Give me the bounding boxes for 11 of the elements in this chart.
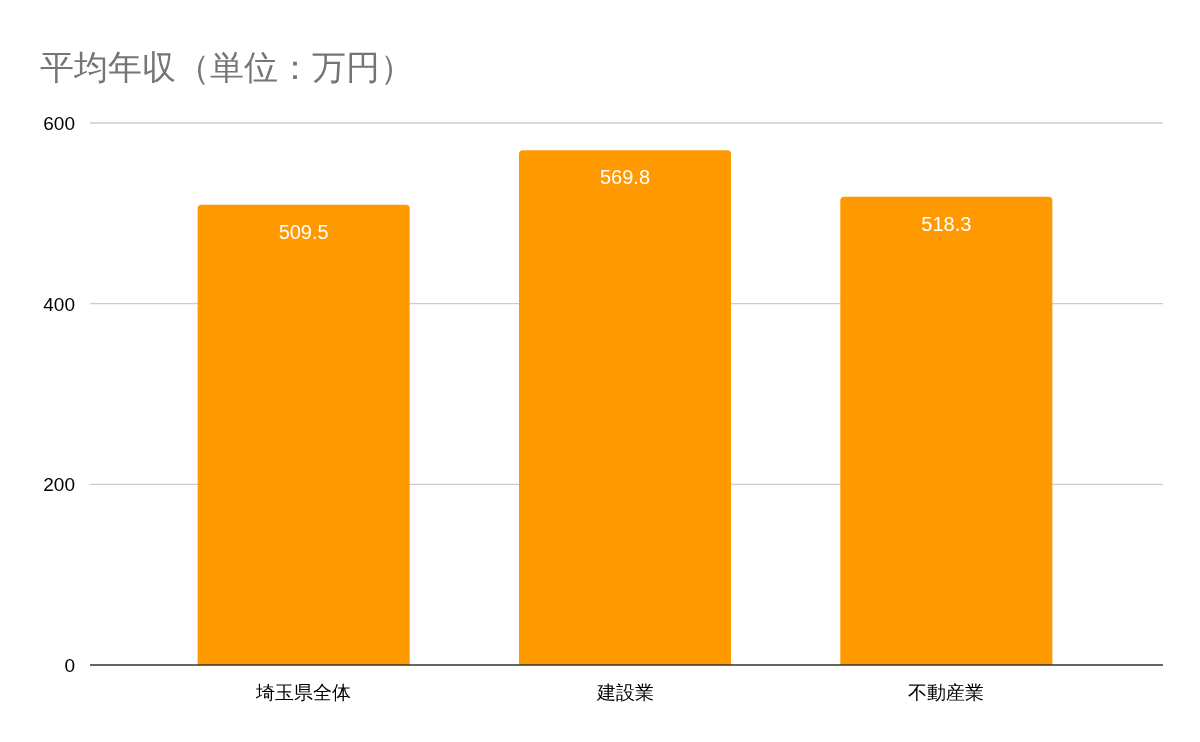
y-tick-label: 400 <box>43 293 75 315</box>
data-label: 509.5 <box>278 220 329 243</box>
title: 平均年収（単位：万円） <box>40 48 414 86</box>
y-tick-label: 0 <box>64 655 75 676</box>
x-tick-label: 埼玉県全体 <box>255 682 352 703</box>
x-tick-label: 不動産業 <box>908 682 985 703</box>
y-tick-label: 200 <box>43 474 75 496</box>
data-label: 518.3 <box>921 212 972 235</box>
data-label: 569.8 <box>599 166 651 189</box>
y-tick-label: 600 <box>43 113 75 134</box>
x-tick-label: 建設業 <box>595 682 654 703</box>
